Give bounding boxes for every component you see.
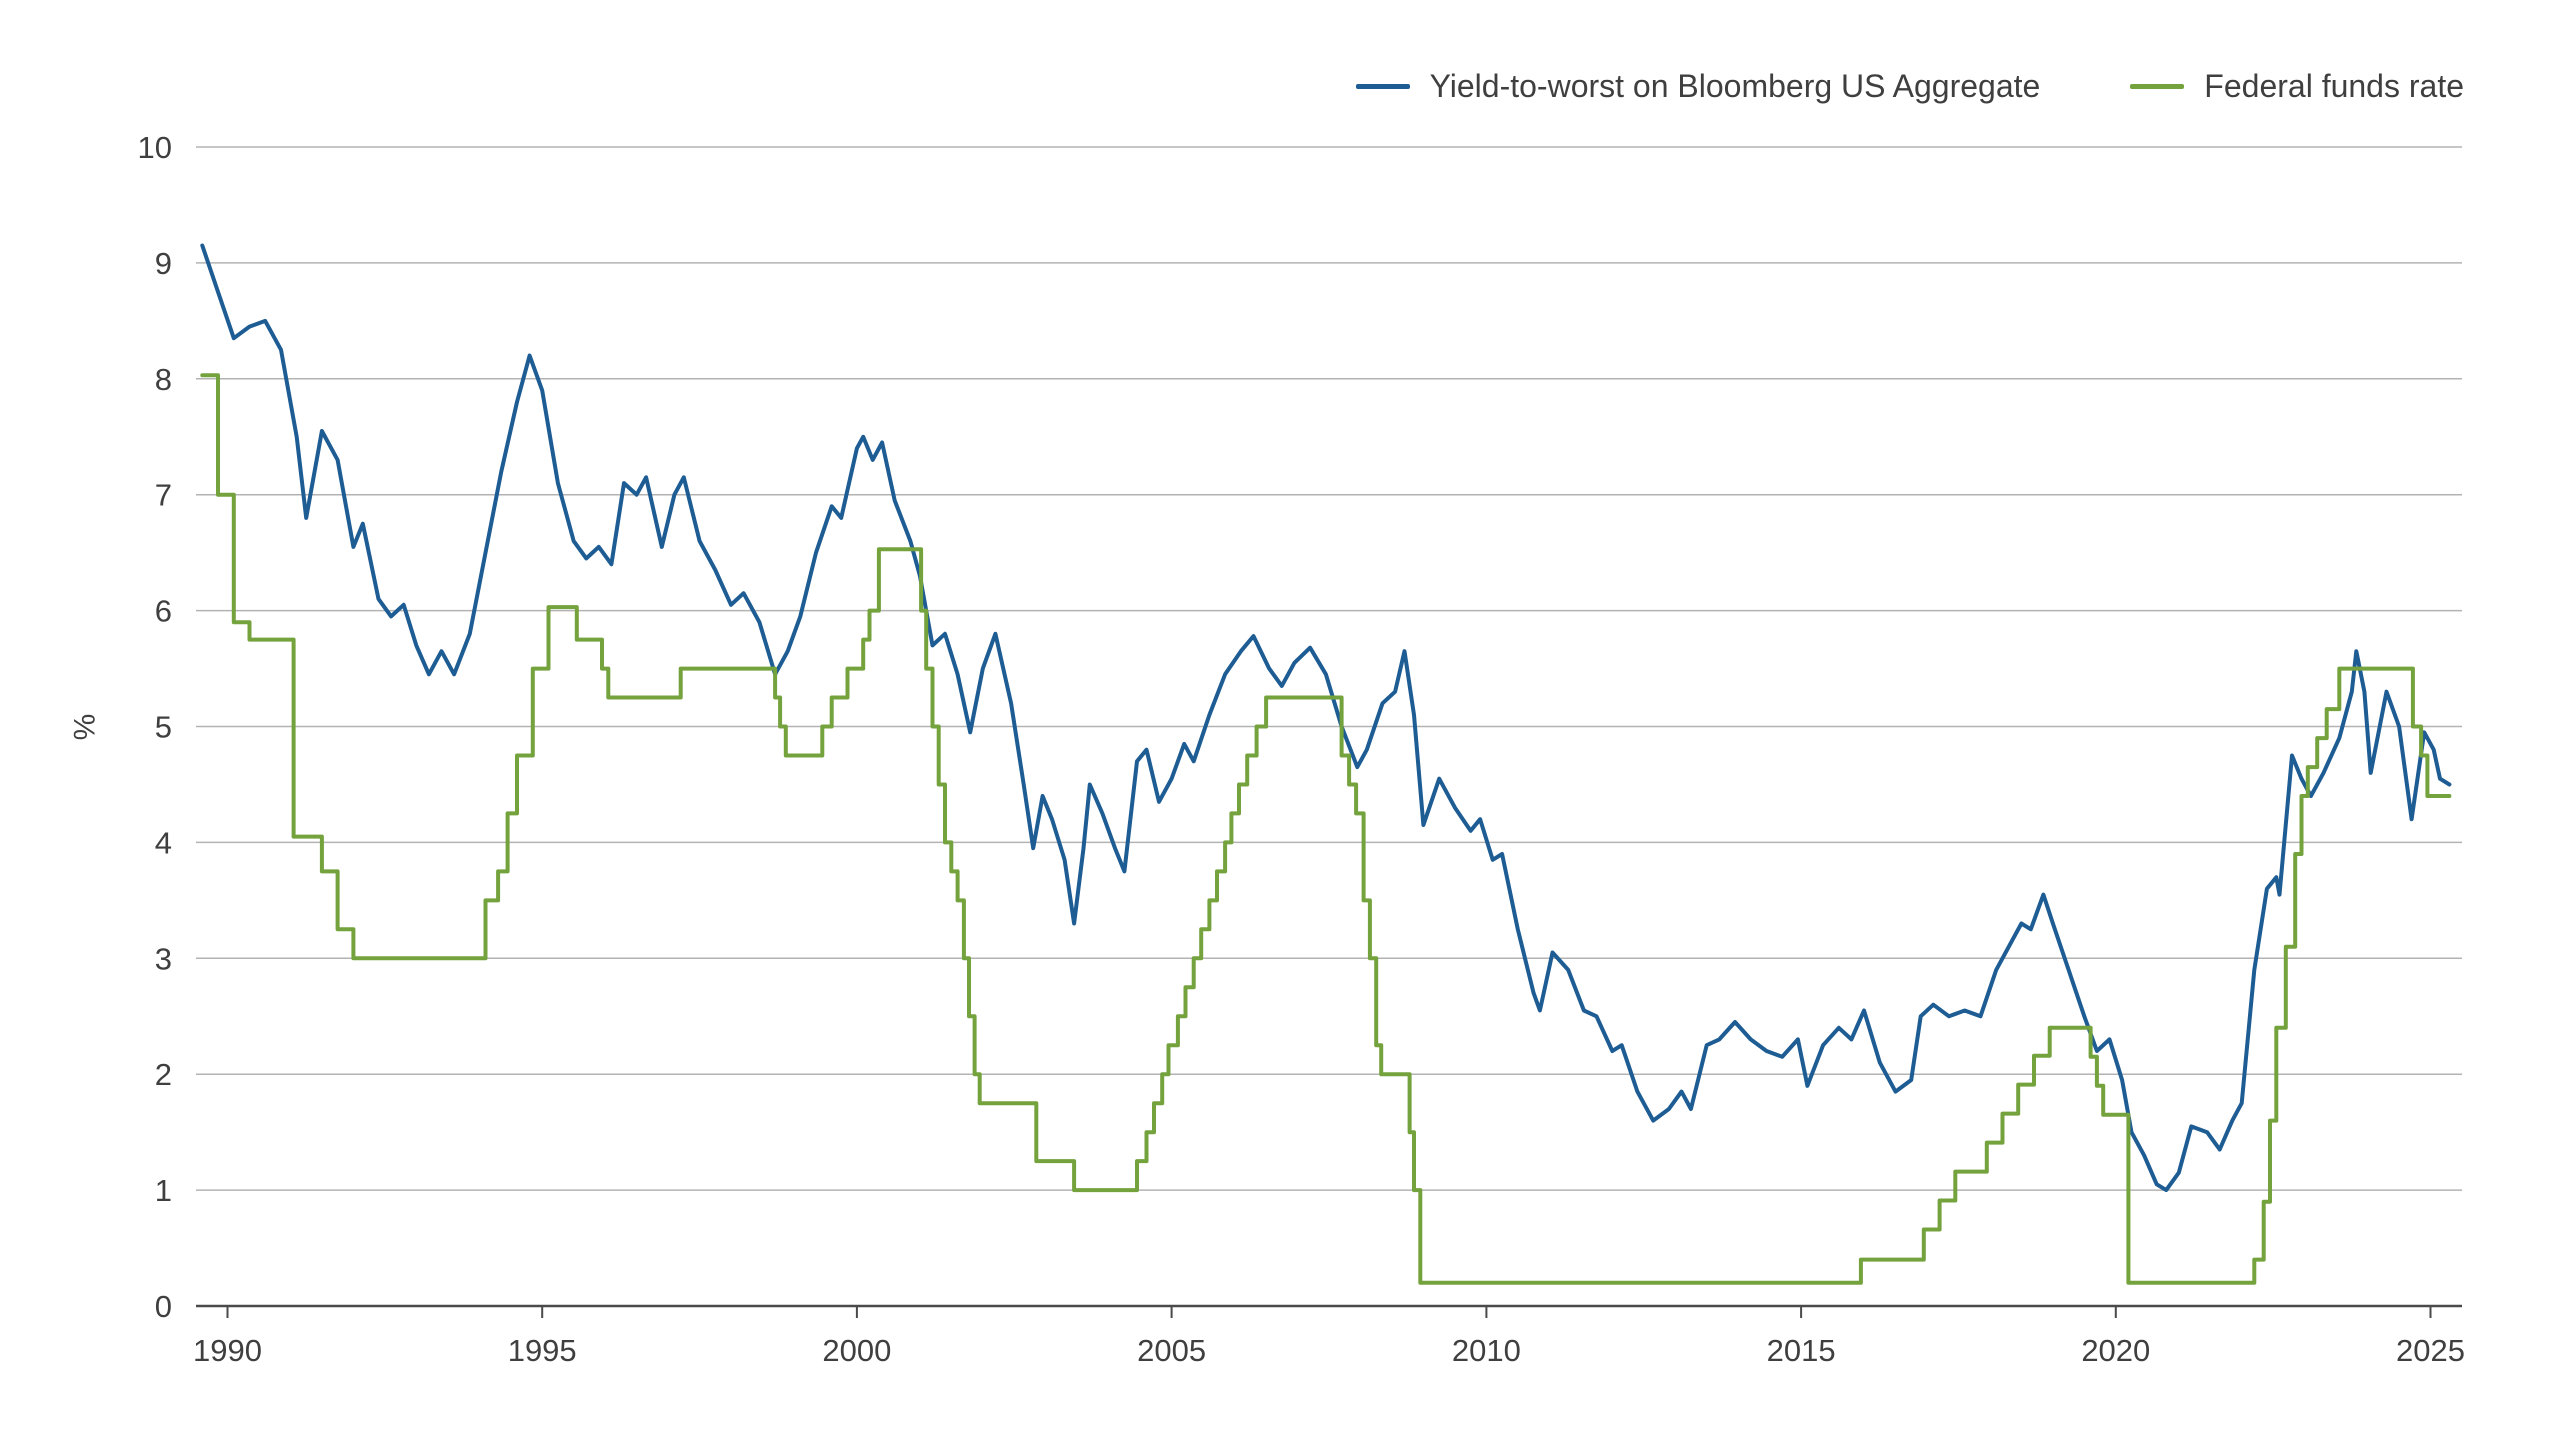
y-tick-label: 5	[155, 710, 172, 745]
legend-item-yield-to-worst: Yield-to-worst on Bloomberg US Aggregate	[1355, 68, 2041, 105]
x-tick-label: 2010	[1452, 1333, 1521, 1368]
y-tick-label: 6	[155, 594, 172, 629]
y-tick-label: 4	[155, 825, 172, 860]
yield-line-swatch	[1355, 84, 1410, 89]
y-tick-label: 0	[155, 1289, 172, 1324]
x-tick-label: 2020	[2081, 1333, 2150, 1368]
x-tick-label: 2025	[2396, 1333, 2465, 1368]
y-tick-label: 7	[155, 478, 172, 513]
y-axis-title: %	[68, 713, 102, 741]
federal-funds-rate-line	[200, 373, 2452, 1285]
yield-to-worst-line	[200, 243, 2452, 1193]
x-tick-label: 2000	[822, 1333, 891, 1368]
legend-label-yield-to-worst: Yield-to-worst on Bloomberg US Aggregate	[1429, 68, 2041, 104]
legend-item-fed-funds: Federal funds rate	[2130, 68, 2464, 105]
legend-label-fed-funds: Federal funds rate	[2204, 68, 2464, 104]
y-tick-label: 3	[155, 941, 172, 976]
y-tick-label: 1	[155, 1173, 172, 1208]
legend: Yield-to-worst on Bloomberg US Aggregate…	[1355, 68, 2464, 105]
fed-funds-line-swatch	[2130, 84, 2185, 89]
x-tick-label: 2005	[1137, 1333, 1206, 1368]
x-tick-label: 2015	[1767, 1333, 1836, 1368]
y-tick-label: 8	[155, 362, 172, 397]
y-tick-label: 9	[155, 246, 172, 281]
x-tick-label: 1995	[508, 1333, 577, 1368]
y-tick-label: 10	[138, 130, 172, 165]
y-tick-label: 2	[155, 1057, 172, 1092]
x-tick-label: 1990	[193, 1333, 262, 1368]
